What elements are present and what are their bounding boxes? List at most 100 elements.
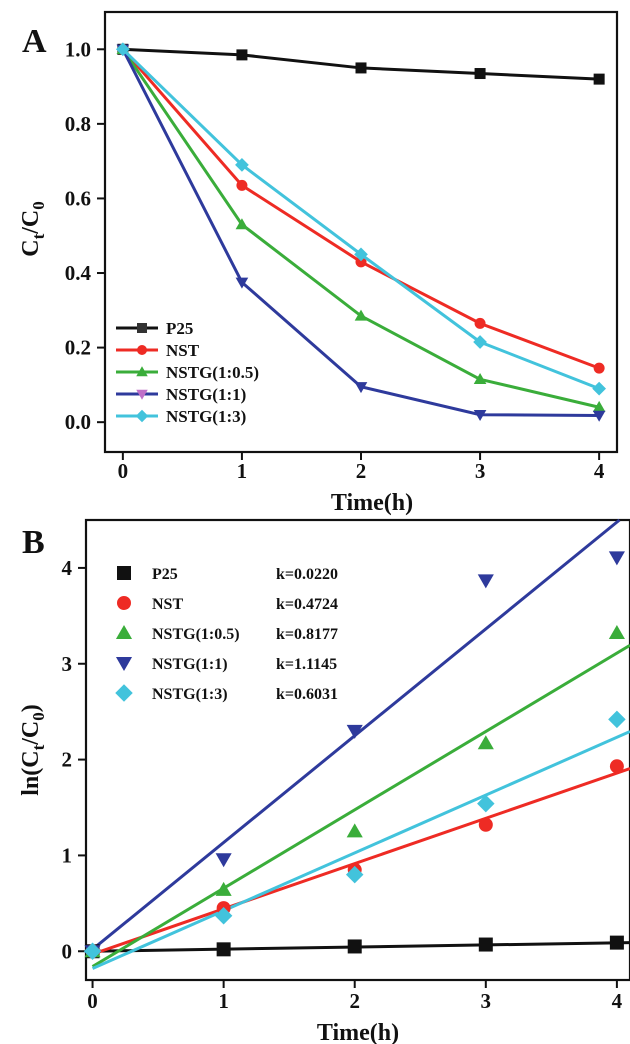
panel-a-point-nstg-1-3 (592, 381, 607, 396)
panel-a-legend-marker-nstg-1-0-5 (136, 366, 148, 377)
panel-a-legend-marker-nstg-1-1 (136, 389, 148, 400)
panel-a-y-axis-title: Ct/C0 (18, 201, 48, 257)
panel-a-x-tick-label: 3 (475, 459, 486, 483)
panel-b-point-nstg-1-0-5 (215, 881, 232, 896)
panel-b-x-tick-label: 2 (349, 989, 360, 1013)
panel-a-point-nstg-1-1 (473, 410, 487, 422)
panel-b-point-p25 (347, 939, 362, 954)
panel-a-y-tick-label: 0.4 (65, 261, 92, 285)
panel-b-point-nstg-1-3 (214, 907, 233, 925)
panel-a-ticks: 0 1 2 3 4 0.0 0.2 0.4 0.6 0.8 1.0 (65, 37, 605, 483)
panel-a-y-axis-title-sep: /C (18, 210, 44, 235)
panel-a-legend-marker-nstg-1-3 (135, 409, 149, 423)
panel-a-legend-label-p25: P25 (166, 319, 193, 338)
panel-b-legend-k-nstg-1-3: k=0.6031 (276, 686, 338, 703)
panel-a-point-nst (236, 179, 248, 191)
panel-b-y-tick-label: 1 (62, 843, 73, 867)
panel-b-y-axis-title-post: ) (18, 704, 44, 712)
panel-b-point-nstg-1-3 (345, 865, 364, 884)
panel-b-plot-frame (84, 518, 630, 982)
panel-a-point-nstg-1-1 (592, 410, 606, 422)
panel-a-legend-label-nstg-1-1: NSTG(1:1) (166, 385, 246, 404)
panel-b-point-nst (609, 759, 624, 774)
panel-b-fit-line-nstg-1-0-5 (91, 644, 630, 968)
panel-a-point-nstg-1-0-5 (235, 218, 249, 230)
panel-b-legend-k-p25: k=0.0220 (276, 566, 338, 583)
panel-a: A 0 1 2 3 4 0.0 0.2 0.4 0.6 0.8 1.0 Time(h) Ct/C 0 … (18, 10, 619, 516)
panel-b-legend-marker-nst (117, 596, 131, 610)
panel-b-legend-label-nst: NST (152, 596, 183, 613)
panel-b-legend-k-nstg-1-1: k=1.1145 (276, 656, 337, 673)
panel-b-point-nstg-1-3 (608, 710, 626, 729)
panel-b-fit-line-nstg-1-3 (91, 730, 630, 970)
panel-a-legend-marker-nst (137, 345, 147, 355)
panel-a-point-p25 (593, 73, 605, 85)
panel-b-y-tick-label: 3 (62, 652, 73, 676)
panel-b-y-axis-title: ln(Ct/C0) (18, 704, 48, 796)
panel-a-legend-marker-p25 (137, 323, 147, 333)
panel-b-legend-label-nstg-1-0-5: NSTG(1:0.5) (152, 626, 240, 643)
panel-a-point-nst (474, 317, 486, 329)
panel-b-x-tick-label: 1 (218, 989, 229, 1013)
panel-a-point-p25 (355, 62, 367, 74)
panel-a-point-nstg-1-0-5 (592, 400, 606, 412)
panel-b-x-tick-label: 4 (612, 989, 623, 1013)
panel-b-legend-k-nst: k=0.4724 (276, 596, 338, 613)
panel-b-legend-k-nstg-1-0-5: k=0.8177 (276, 626, 338, 643)
panel-a-y-axis-title-sub-0: 0 (29, 201, 48, 210)
panel-a-point-nstg-1-3 (473, 335, 487, 349)
panel-a-y-axis-title-main: C (18, 239, 44, 256)
panel-a-point-nstg-1-0-5 (473, 372, 487, 384)
panel-a-x-tick-label: 1 (237, 459, 248, 483)
panel-b-fit-line-nst (92, 767, 630, 956)
panel-b-x-axis-title: Time(h) (317, 1020, 399, 1044)
panel-a-legend-label-nst: NST (166, 341, 200, 360)
panel-b-legend: P25 k=0.0220 NST k=0.4724 NSTG(1:0.5) k=0.817… (115, 566, 338, 703)
panel-b-point-nstg-1-3 (83, 942, 102, 960)
panel-a-point-nstg-1-1 (354, 382, 368, 394)
panel-a-point-nst (593, 362, 605, 374)
panel-a-x-tick-label: 0 (118, 459, 129, 483)
panel-b-point-nstg-1-0-5 (608, 625, 625, 640)
panel-b-y-tick-label: 4 (62, 556, 73, 580)
panel-a-x-tick-label: 4 (594, 459, 605, 483)
panel-a-y-axis-title-sub-t: t (29, 233, 48, 239)
panel-a-y-tick-label: 1.0 (65, 37, 91, 61)
panel-a-series (115, 42, 607, 422)
panel-b-y-axis-title-pre: ln(C (18, 750, 44, 795)
panel-a-point-p25 (474, 68, 486, 80)
panel-b-legend-marker-nstg-1-3 (115, 684, 133, 702)
panel-a-x-axis-title: Time(h) (331, 490, 413, 516)
panel-a-point-nstg-1-3 (354, 247, 368, 262)
panel-b-legend-label-nstg-1-1: NSTG(1:1) (152, 656, 228, 673)
panel-a-point-nstg-1-1 (235, 277, 249, 289)
panel-b-legend-label-p25: P25 (152, 566, 178, 583)
panel-b-y-axis-title-sep: /C (18, 721, 44, 746)
panel-b-point-nstg-1-0-5 (477, 735, 494, 750)
panel-b-fit-lines (91, 518, 630, 970)
panel-b-letter: B (22, 524, 45, 561)
panel-b-point-nstg-1-1 (477, 574, 494, 589)
panel-b-point-nst (478, 817, 493, 832)
panel-a-y-tick-label: 0.8 (65, 112, 91, 136)
panel-b-point-nstg-1-1 (215, 853, 232, 868)
panel-a-y-tick-label: 0.0 (65, 410, 91, 434)
panel-a-x-tick-label: 2 (356, 459, 367, 483)
panel-a-legend-label-nstg-1-3: NSTG(1:3) (166, 407, 246, 426)
panel-b-x-tick-label: 0 (87, 989, 98, 1013)
panel-b-point-nstg-1-1 (608, 551, 625, 566)
panel-a-point-p25 (236, 49, 248, 61)
panel-b-legend-marker-nstg-1-1 (115, 657, 133, 672)
panel-b-legend-marker-p25 (117, 566, 131, 580)
panel-a-y-tick-label: 0.6 (65, 186, 91, 210)
panel-b-point-p25 (216, 942, 231, 957)
panel-a-point-nstg-1-0-5 (354, 309, 368, 321)
panel-b-point-nstg-1-3 (477, 794, 495, 813)
panel-a-point-nstg-1-3 (115, 42, 130, 57)
panel-a-point-nst (355, 256, 367, 268)
panel-a-y-tick-label: 0.2 (65, 336, 91, 360)
panel-b-point-p25 (478, 937, 493, 952)
panel-b-y-tick-label: 2 (62, 748, 73, 772)
